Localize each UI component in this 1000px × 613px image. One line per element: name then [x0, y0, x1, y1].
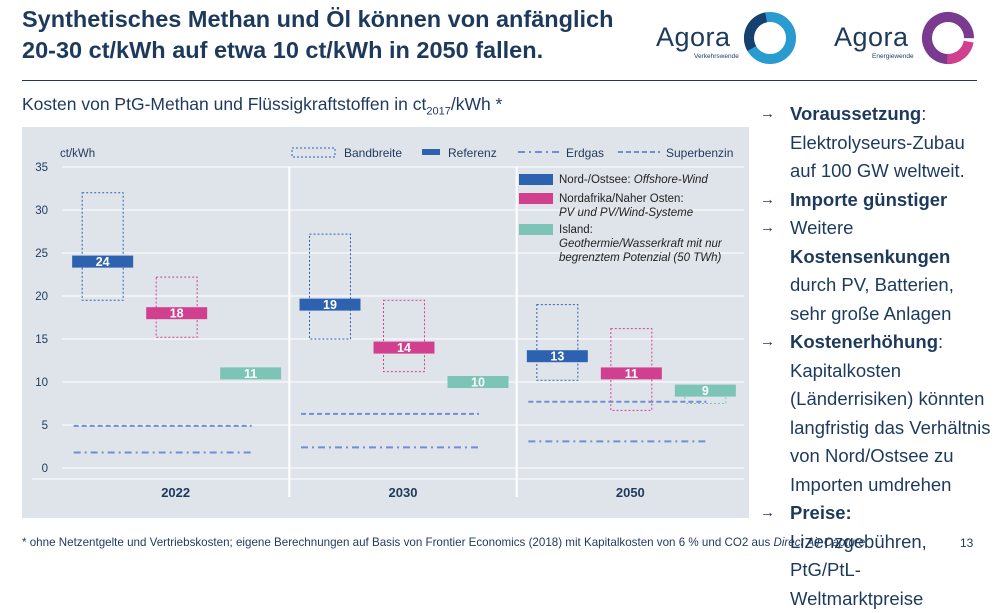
chart-subtitle: Kosten von PtG-Methan und Flüssigkraftst… — [22, 94, 502, 118]
bullet-bold: Kostensenkungen — [790, 245, 951, 267]
chart-panel: 0 5 10 15 20 25 30 35 ct/kWh 2022 2030 2050 24 18 11 19… — [22, 127, 749, 518]
legend-series-label: Geothermie/Wasserkraft mit nur — [559, 238, 723, 250]
legend-label: Bandbreite — [344, 146, 402, 160]
x-tick-label: 2022 — [161, 485, 190, 500]
page-title: Synthetisches Methan und Öl können von a… — [22, 4, 642, 66]
bullet-item: → Voraussetzung: Elektrolyseurs-Zubau auf… — [760, 100, 992, 186]
bullet-bold: Kostenerhöhung — [790, 331, 938, 352]
bullet-item: → Kostenerhöhung: Kapitalkosten (Länderri… — [760, 328, 992, 499]
logo-sub: Energiewende — [872, 53, 914, 60]
reference-bar — [72, 255, 134, 268]
arrow-icon: → — [760, 333, 775, 350]
bullet-pre: Weitere — [790, 217, 854, 238]
y-tick-label: 15 — [35, 334, 48, 346]
bar-value-label: 13 — [550, 350, 564, 364]
legend-bandbreite-swatch — [291, 147, 336, 158]
subtitle-sub: 2017 — [426, 105, 451, 118]
range-box — [383, 299, 425, 373]
bullet-item: → Importe günstiger — [760, 186, 992, 215]
logo-name: Agora — [834, 22, 909, 52]
energiewende-ring-icon — [922, 12, 974, 64]
bar-value-label: 11 — [625, 367, 638, 381]
y-tick-label: 30 — [35, 205, 48, 217]
range-box — [81, 192, 124, 301]
bar-value-label: 19 — [323, 298, 337, 312]
y-tick-label: 20 — [35, 291, 48, 303]
bullet-bold: Voraussetzung — [790, 103, 922, 124]
legend-label: Referenz — [448, 146, 497, 160]
reference-bar — [526, 350, 588, 363]
reference-bar — [373, 341, 435, 354]
reference-bar — [146, 307, 208, 320]
verkehrswende-ring-icon — [744, 12, 796, 64]
bullet-rest: : Elektrolyseurs-Zubau auf 100 GW weltwe… — [790, 103, 965, 181]
bar-value-label: 9 — [702, 384, 709, 398]
range-box — [309, 233, 351, 340]
arrow-icon: → — [760, 190, 775, 208]
bullet-bold: Preise: — [790, 502, 852, 523]
title-line-2: 20-30 ct/kWh auf etwa 10 ct/kWh in 2050 … — [22, 37, 544, 63]
footnote-italic: Direct Air Capture — [773, 536, 866, 549]
legend-series-label: Island: — [559, 224, 593, 236]
logo-sub: Verkehrswende — [694, 53, 739, 60]
range-box — [536, 304, 579, 381]
bullet-rest: : Kapitalkosten (Länderrisiken) könnten … — [790, 331, 991, 495]
reference-bar — [299, 298, 361, 311]
y-tick-label: 25 — [35, 248, 48, 260]
legend-label: Erdgas — [566, 146, 604, 160]
x-tick-label: 2050 — [616, 485, 645, 500]
reference-bar — [447, 376, 509, 388]
legend-swatch — [519, 174, 553, 185]
footnote-text: * ohne Netzentgelte und Vertriebskosten;… — [22, 536, 774, 549]
page-number: 13 — [960, 536, 974, 550]
y-tick-label: 35 — [35, 162, 48, 174]
legend-referenz-swatch — [422, 149, 440, 155]
legend-label: Superbenzin — [666, 146, 733, 160]
bar-value-label: 10 — [471, 376, 485, 390]
arrow-icon: → — [760, 504, 775, 521]
y-tick-label: 10 — [35, 377, 48, 389]
reference-bar — [674, 384, 736, 397]
x-tick-label: 2030 — [389, 485, 418, 500]
bar-value-label: 18 — [170, 307, 184, 321]
title-line-1: Synthetisches Methan und Öl können von a… — [22, 6, 614, 32]
subtitle-text-b: /kWh * — [450, 94, 503, 114]
subtitle-text-a: Kosten von PtG-Methan und Flüssigkraftst… — [22, 94, 427, 114]
legend-series-label: Nordafrika/Naher Osten: — [559, 193, 684, 205]
agora-verkehrswende-logo: Agora Verkehrswende — [656, 8, 796, 68]
bullet-bold: Importe günstiger — [790, 188, 948, 210]
bullet-item: → Preise: Lizenzgebühren, PtG/PtL-Weltmar… — [760, 499, 992, 613]
legend-swatch — [519, 224, 553, 235]
arrow-icon: → — [760, 219, 775, 236]
bar-value-label: 14 — [397, 341, 411, 355]
cost-chart: 0 5 10 15 20 25 30 35 ct/kWh 2022 2030 2050 24 18 11 19… — [32, 146, 744, 500]
agora-energiewende-logo: Agora Energiewende — [834, 8, 979, 68]
legend-series-label: PV und PV/Wind-Systeme — [559, 207, 693, 219]
y-tick-label: 5 — [42, 420, 48, 432]
bar-value-label: 11 — [244, 367, 257, 381]
y-axis-label: ct/kWh — [60, 148, 95, 160]
legend-series-label: Nord-/Ostsee: Offshore-Wind — [559, 174, 708, 186]
header-divider — [22, 80, 977, 81]
legend-swatch — [519, 193, 553, 204]
reference-bar — [600, 367, 662, 380]
bullet-item: → Weitere Kostensenkungen durch PV, Batte… — [760, 214, 992, 328]
logo-name: Agora — [656, 22, 731, 52]
arrow-icon: → — [760, 105, 775, 122]
bar-value-label: 24 — [96, 255, 110, 269]
footnote: * ohne Netzentgelte und Vertriebskosten;… — [22, 536, 865, 549]
bullet-rest: durch PV, Batterien, sehr große Anlagen — [790, 274, 954, 324]
legend-series-label: begrenztem Potenzial (50 TWh) — [559, 252, 722, 264]
reference-bar — [220, 367, 282, 380]
y-tick-label: 0 — [42, 463, 48, 475]
range-box — [155, 276, 198, 338]
